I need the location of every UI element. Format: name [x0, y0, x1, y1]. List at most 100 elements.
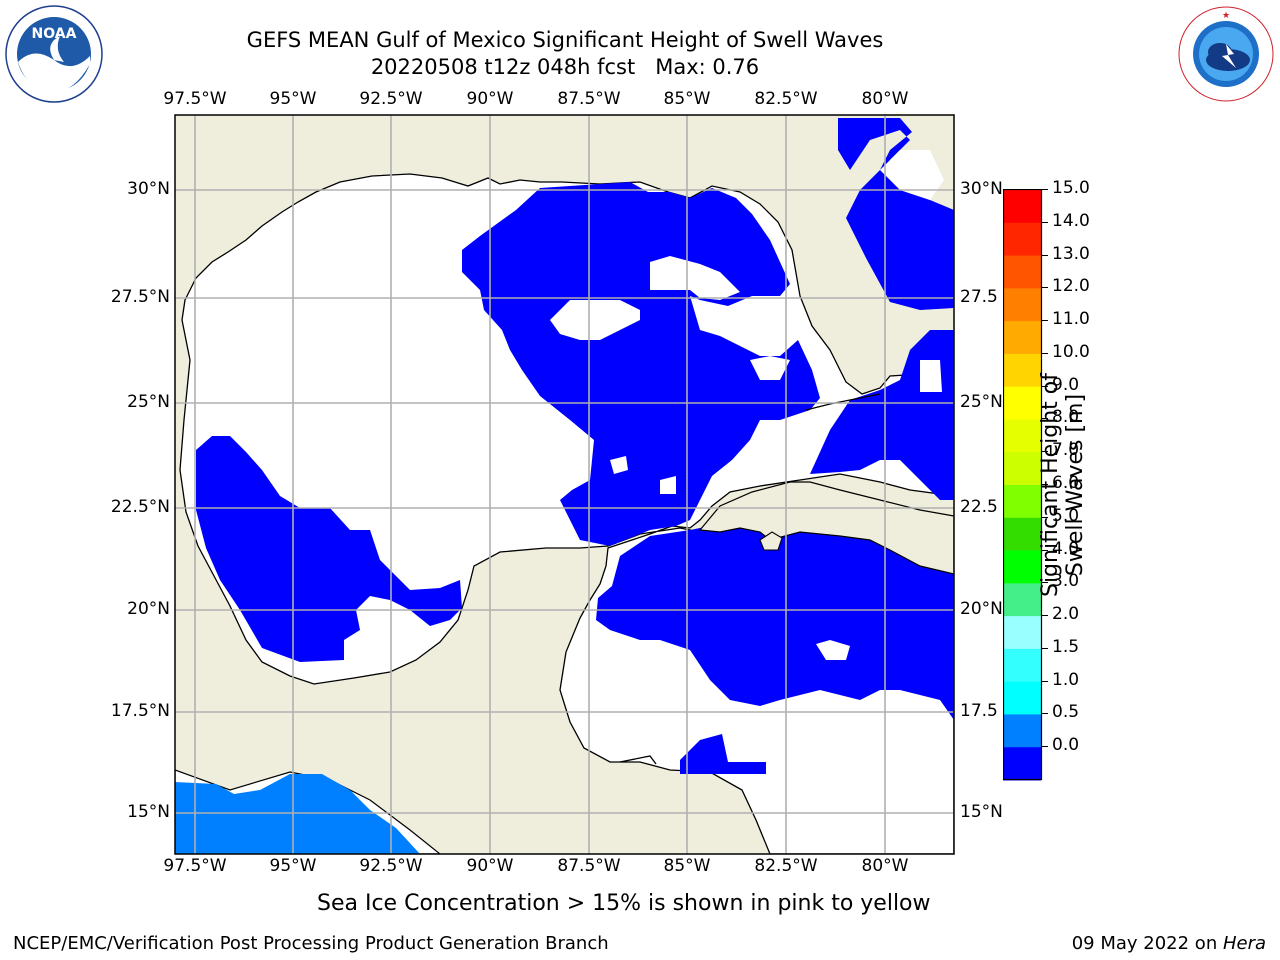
colorbar-segment — [1003, 714, 1041, 748]
swell-gaps — [550, 150, 944, 660]
colorbar-tick-label: 13.0 — [1052, 243, 1090, 264]
lat-label-right: 30°N — [960, 179, 1003, 199]
lon-label-top: 80°W — [861, 89, 909, 109]
colorbar-tick — [1042, 221, 1048, 223]
lon-label-top: 92.5°W — [359, 89, 423, 109]
colorbar-segment — [1003, 648, 1041, 683]
colorbar-tick — [1042, 254, 1048, 256]
footer-left: NCEP/EMC/Verification Post Processing Pr… — [13, 933, 609, 954]
lon-label-bottom: 80°W — [861, 856, 909, 876]
svg-text:★: ★ — [1222, 11, 1230, 21]
colorbar-tick-label: 8.0 — [1052, 407, 1080, 428]
colorbar-tick-label: 3.0 — [1052, 571, 1080, 592]
colorbar-tick — [1042, 549, 1048, 551]
lon-label-bottom: 82.5°W — [754, 856, 818, 876]
colorbar-segment — [1003, 616, 1041, 650]
graticule — [175, 115, 954, 854]
colorbar-tick-label: 0.5 — [1052, 702, 1080, 723]
colorbar-tick — [1042, 516, 1048, 518]
colorbar-tick — [1042, 680, 1048, 682]
colorbar-tick-label: 15.0 — [1052, 178, 1090, 198]
lon-label-top: 95°W — [269, 89, 317, 109]
colorbar-tick-label: 6.0 — [1052, 473, 1080, 493]
colorbar-tick — [1042, 352, 1048, 354]
colorbar-segment — [1003, 681, 1041, 715]
footer-host: Hera — [1222, 933, 1266, 954]
colorbar-tick-label: 4.0 — [1052, 538, 1080, 559]
footer-date: 09 May 2022 on — [1071, 933, 1223, 954]
colorbar-tick — [1042, 746, 1048, 748]
colorbar — [1003, 189, 1043, 781]
colorbar-tick-label: 10.0 — [1052, 341, 1090, 362]
map-frame — [174, 114, 955, 855]
chart-subtitle: 20220508 t12z 048h fcst Max: 0.76 — [370, 55, 760, 79]
colorbar-segment — [1003, 419, 1041, 453]
colorbar-tick-label: 5.0 — [1052, 505, 1080, 526]
colorbar-tick — [1042, 287, 1048, 289]
colorbar-tick — [1042, 582, 1048, 584]
lon-label-top: 87.5°W — [557, 89, 621, 109]
colorbar-segment — [1003, 747, 1041, 781]
colorbar-segment — [1003, 550, 1041, 584]
colorbar-tick — [1042, 451, 1048, 453]
noaa-logo: NOAA — [5, 5, 103, 103]
colorbar-segment — [1003, 517, 1041, 552]
colorbar-tick-label: 1.5 — [1052, 636, 1080, 657]
colorbar-tick — [1042, 320, 1048, 322]
lat-label-right: 22.5 — [960, 497, 998, 517]
colorbar-tick — [1042, 385, 1048, 387]
lat-label-left: 22.5°N — [110, 497, 170, 517]
cuba-land — [698, 481, 954, 575]
colorbar-segment — [1003, 485, 1041, 519]
lat-label-left: 27.5°N — [110, 287, 170, 307]
lat-label-right: 20°N — [960, 599, 1003, 619]
lon-label-bottom: 85°W — [663, 856, 711, 876]
colorbar-tick — [1042, 647, 1048, 649]
colorbar-tick-label: 11.0 — [1052, 309, 1090, 330]
chart-title: GEFS MEAN Gulf of Mexico Significant Hei… — [246, 28, 884, 52]
colorbar-frame — [1003, 189, 1043, 781]
colorbar-segment — [1003, 386, 1041, 420]
colorbar-tick-label: 7.0 — [1052, 440, 1080, 461]
lat-label-left: 15°N — [127, 802, 170, 822]
colorbar-tick-label: 1.0 — [1052, 669, 1080, 690]
colorbar-tick — [1042, 615, 1048, 617]
swell-low-contours — [196, 118, 954, 774]
colorbar-tick-label: 14.0 — [1052, 210, 1090, 231]
colorbar-tick — [1042, 713, 1048, 715]
colorbar-segment — [1003, 255, 1041, 289]
lat-label-left: 30°N — [127, 179, 170, 199]
nws-logo: ★ — [1178, 6, 1274, 102]
colorbar-segment — [1003, 583, 1041, 617]
lon-label-bottom: 90°W — [466, 856, 514, 876]
colorbar-tick — [1042, 484, 1048, 485]
lat-label-right: 15°N — [960, 802, 1003, 822]
colorbar-segment — [1003, 321, 1041, 355]
colorbar-segment — [1003, 190, 1041, 224]
sea-ice-caption: Sea Ice Concentration > 15% is shown in … — [317, 891, 931, 916]
lat-label-left: 20°N — [127, 599, 170, 619]
colorbar-tick-label: 9.0 — [1052, 374, 1080, 395]
colorbar-segment — [1003, 222, 1041, 257]
colorbar-tick-label: 2.0 — [1052, 604, 1080, 625]
lat-label-left: 25°N — [127, 392, 170, 412]
lon-label-bottom: 95°W — [269, 856, 317, 876]
noaa-wordmark: NOAA — [32, 26, 77, 42]
lon-label-bottom: 87.5°W — [557, 856, 621, 876]
colorbar-tick — [1042, 189, 1048, 190]
lon-label-bottom: 97.5°W — [163, 856, 227, 876]
swell-mid-contour — [175, 774, 420, 854]
colorbar-segment — [1003, 452, 1041, 486]
footer-right: 09 May 2022 on Hera — [1072, 933, 1266, 954]
colorbar-tick — [1042, 418, 1048, 420]
lon-label-top: 97.5°W — [163, 89, 227, 109]
lon-label-top: 85°W — [663, 89, 711, 109]
lon-label-top: 82.5°W — [754, 89, 818, 109]
lon-label-top: 90°W — [466, 89, 514, 109]
lat-label-left: 17.5°N — [110, 701, 170, 721]
lon-label-bottom: 92.5°W — [359, 856, 423, 876]
lat-label-right: 17.5 — [960, 701, 998, 721]
lat-label-right: 27.5 — [960, 287, 998, 307]
lat-label-right: 25°N — [960, 392, 1003, 412]
